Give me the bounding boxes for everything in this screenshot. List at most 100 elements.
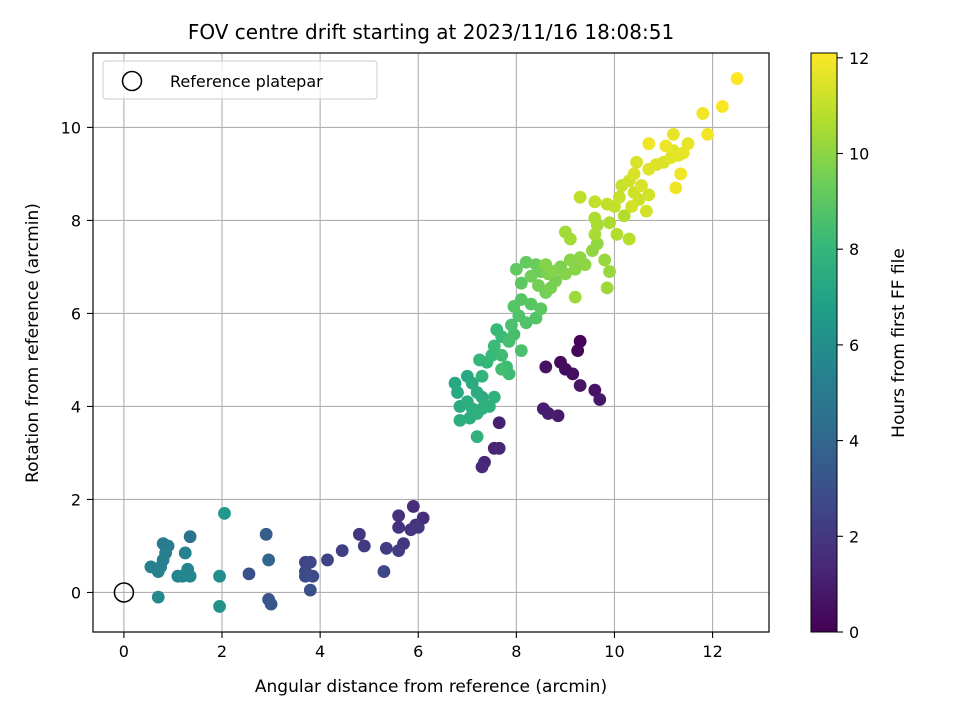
- scatter-point: [392, 544, 406, 558]
- scatter-point: [487, 390, 501, 404]
- y-tick-label: 4: [71, 397, 81, 416]
- scatter-point: [377, 565, 391, 578]
- colorbar-ticks: 0 2 4 6 8 10 12: [837, 49, 869, 642]
- scatter-point: [534, 302, 548, 316]
- scatter-point: [588, 195, 602, 209]
- scatter-point: [568, 262, 582, 276]
- scatter-point: [603, 216, 616, 230]
- scatter-point: [514, 293, 528, 306]
- legend-marker: [121, 70, 143, 92]
- colorbar-tick-label: 4: [849, 432, 859, 451]
- scatter-point: [303, 583, 317, 597]
- scatter-point: [603, 265, 616, 278]
- scatter-point: [213, 600, 226, 613]
- scatter-point: [306, 569, 320, 583]
- scatter-point: [178, 546, 192, 560]
- colorbar-frame: [810, 52, 838, 633]
- x-tick-label: 4: [315, 642, 325, 661]
- scatter-point: [622, 232, 636, 246]
- scatter-point: [514, 344, 528, 358]
- scatter-point: [696, 107, 710, 120]
- scatter-point: [573, 379, 587, 392]
- x-tick-label: 12: [702, 642, 722, 661]
- scatter-point: [495, 348, 509, 362]
- scatter-point: [617, 209, 631, 223]
- scatter-point: [262, 553, 276, 567]
- scatter-point: [642, 188, 656, 202]
- scatter-point: [674, 167, 688, 181]
- scatter-point: [730, 72, 744, 85]
- grid: [93, 53, 769, 632]
- x-axis-label: Angular distance from reference (arcmin): [255, 677, 607, 697]
- scatter-point: [539, 360, 553, 374]
- scatter-point: [563, 232, 577, 246]
- x-tick-label: 0: [119, 642, 129, 661]
- scatter-point: [505, 318, 518, 332]
- scatter-point: [151, 565, 165, 578]
- scatter-point: [578, 258, 592, 272]
- x-tick-label: 10: [604, 642, 624, 661]
- scatter-point: [213, 569, 226, 583]
- scatter-point: [681, 137, 695, 151]
- y-tick-label: 2: [71, 490, 81, 509]
- scatter-point: [566, 367, 580, 381]
- x-tick-label: 6: [413, 642, 423, 661]
- colorbar-tick-label: 6: [849, 336, 859, 355]
- scatter-point: [519, 316, 533, 330]
- scatter-point: [502, 334, 516, 348]
- reference-platepar-marker: [113, 582, 135, 603]
- scatter-point: [379, 541, 393, 555]
- colorbar-label: Hours from first FF file: [889, 248, 909, 438]
- scatter-point: [573, 190, 587, 204]
- scatter-point: [352, 527, 366, 541]
- scatter-point: [475, 460, 489, 474]
- scatter-point: [451, 386, 464, 399]
- scatter-point: [514, 276, 528, 290]
- scatter-point: [470, 430, 484, 444]
- scatter-point: [559, 267, 572, 281]
- scatter-point: [546, 265, 560, 278]
- scatter-point: [551, 409, 565, 423]
- scatter-point: [242, 567, 256, 581]
- scatter-point: [519, 255, 533, 269]
- scatter-point: [495, 362, 509, 376]
- scatter-point: [453, 413, 467, 427]
- scatter-point: [610, 227, 624, 241]
- scatter-point: [666, 127, 680, 141]
- colorbar-tick-label: 2: [849, 527, 859, 546]
- y-tick-label: 0: [71, 583, 81, 602]
- scatter-point: [701, 127, 715, 141]
- x-tick-label: 8: [511, 642, 521, 661]
- scatter-point: [264, 597, 278, 611]
- x-tick-label: 2: [217, 642, 227, 661]
- colorbar-tick-label: 12: [849, 49, 869, 68]
- scatter-point: [183, 530, 197, 544]
- scatter-point: [630, 155, 643, 169]
- scatter-point: [404, 523, 418, 537]
- scatter-point: [541, 407, 555, 420]
- scatter-point: [524, 269, 538, 283]
- scatter-point: [588, 211, 602, 225]
- scatter-point: [593, 393, 607, 406]
- scatter-point: [625, 200, 639, 213]
- colorbar-tick-label: 10: [849, 144, 869, 163]
- scatter-point: [218, 507, 231, 520]
- y-tick-label: 10: [61, 118, 81, 137]
- scatter-point: [487, 339, 501, 353]
- scatter-point: [509, 262, 523, 276]
- y-axis-ticks: 0 2 4 6 8 10: [61, 118, 93, 602]
- colorbar-gradient: [811, 53, 837, 632]
- scatter-point: [183, 569, 197, 583]
- plot-frame: [92, 52, 770, 633]
- colorbar-tick-label: 0: [849, 623, 859, 642]
- scatter-point: [475, 390, 489, 404]
- scatter-point: [357, 539, 371, 553]
- scatter-point: [406, 500, 420, 513]
- scatter-point: [335, 544, 349, 558]
- scatter-point: [598, 253, 612, 267]
- scatter-point: [568, 290, 582, 304]
- scatter-point: [321, 553, 334, 567]
- y-axis-label: Rotation from reference (arcmin): [23, 203, 43, 483]
- scatter-point: [492, 416, 506, 430]
